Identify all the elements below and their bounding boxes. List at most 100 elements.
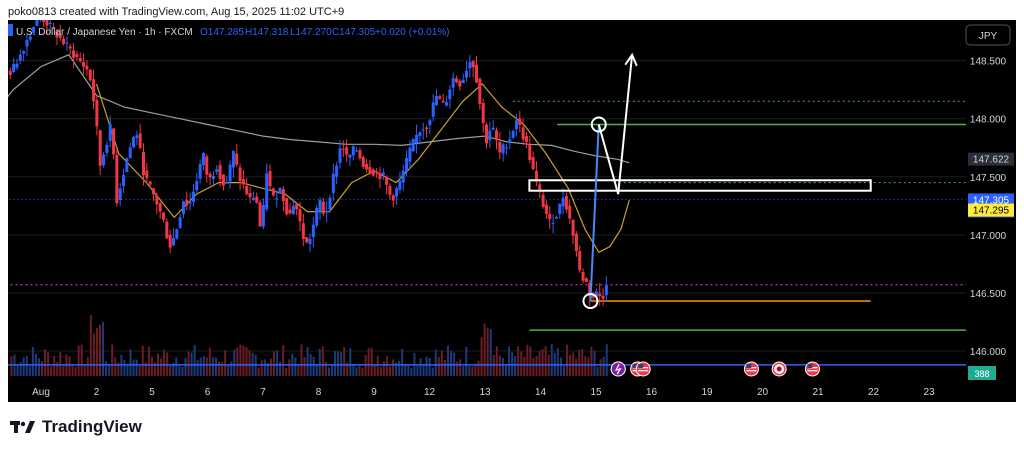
ohlc-open: O147.285 [200,27,244,38]
candle-body [328,197,332,210]
fast-ma-line [95,83,630,254]
candle-body [161,212,165,220]
volume-bar [382,361,385,376]
volume-bar [105,361,108,376]
zone-box[interactable] [528,179,872,192]
candle-body [32,26,36,33]
candle-body [145,170,149,179]
candle-body [165,221,169,239]
candle-body [358,150,362,159]
volume-bar [83,365,86,376]
volume-bar [245,347,248,376]
price-tick-label: 148.500 [970,57,1007,68]
candle-body [208,173,212,178]
volume-bar [355,367,358,376]
volume-bar [208,347,211,376]
volume-bar [47,352,50,376]
candle-body [225,181,229,184]
volume-bar [425,356,428,376]
candle-body [338,148,342,163]
candle-body [155,195,159,205]
volume-bar [312,356,315,376]
volume-bar [10,356,13,376]
volume-bar [172,362,175,376]
candle-body [594,291,598,297]
volume-bar [495,346,498,376]
candle-body [498,141,502,153]
price-tick-label: 146.000 [970,347,1007,358]
candle-body [72,50,76,58]
volume-bar [150,356,153,376]
projection-pullback-line[interactable] [597,124,620,195]
volume-bar [199,357,202,376]
tradingview-logo[interactable]: TradingView [10,416,142,438]
candle-body [491,127,495,130]
volume-bar [416,365,419,376]
candle-body [544,204,548,215]
candle-body [241,179,245,185]
chart-title[interactable]: U.S. Dollar / Japanese Yen · 1h · FXCM [16,27,193,38]
volume-bar [285,367,288,376]
time-tick-label: 22 [868,387,880,398]
candle-body [285,198,289,215]
candle-body [171,238,175,246]
volume-bar [50,366,53,376]
volume-bar [511,352,514,376]
volume-bar [135,359,138,376]
event-icons[interactable] [610,361,820,377]
candle-body [168,234,172,248]
time-axis[interactable]: Aug 2 5 6 7 8 9 12 13 14 15 16 19 20 21 22 23 [32,387,935,398]
projection-lines[interactable] [582,52,638,310]
candle-body [8,71,12,75]
volume-bar [434,349,437,376]
candle-body [308,238,312,245]
candle-body [465,70,469,78]
projection-point-circle[interactable] [582,293,599,310]
volume-bar [346,362,349,376]
candle-body [175,229,179,239]
candle-body [221,174,225,186]
volume-bar [276,350,279,376]
volume-bar [437,357,440,376]
volume-bar [508,346,511,376]
candle-body [261,204,265,227]
candle-body [601,295,605,299]
tradingview-logo-icon [10,421,35,433]
price-chart[interactable]: U.S. Dollar / Japanese Yen · 1h · FXCM O… [8,20,1016,402]
currency-button[interactable]: JPY [965,24,1011,46]
volume-bar [263,359,266,376]
price-axis[interactable]: 148.500 148.000 147.500 147.000 146.500 146.0… [970,57,1007,358]
chart-panel[interactable]: U.S. Dollar / Japanese Yen · 1h · FXCM O… [8,20,1016,402]
volume-bar [205,357,208,376]
candle-body [368,167,372,174]
volume-bar [160,358,163,376]
candle-body [335,165,339,177]
volume-bar [25,355,28,376]
time-tick-label: 5 [149,387,155,398]
volume-bar [111,344,114,376]
projection-arrow-line[interactable] [617,54,634,195]
volume-bar [248,350,251,376]
candle-body [494,130,498,140]
volume-bar [303,357,306,376]
volume-bar [376,356,379,376]
volume-bar [474,363,477,376]
candle-body [98,130,102,166]
volume-bar [22,357,25,376]
candle-body [538,184,542,192]
candle-body [578,251,582,271]
volume-bar [480,337,483,376]
volume-bar [56,362,59,376]
volume-bar [211,357,214,376]
candle-body [288,209,292,214]
horizontal-levels[interactable] [8,100,966,366]
candle-body [321,201,325,214]
projection-up-line[interactable] [589,124,600,302]
candle-body [248,193,252,198]
projection-point-circle[interactable] [590,116,607,133]
resistance-zone[interactable] [528,179,872,192]
volume-bar [114,357,117,376]
volume-bar [230,361,233,376]
candle-body [35,20,39,26]
volume-bar [398,360,401,376]
